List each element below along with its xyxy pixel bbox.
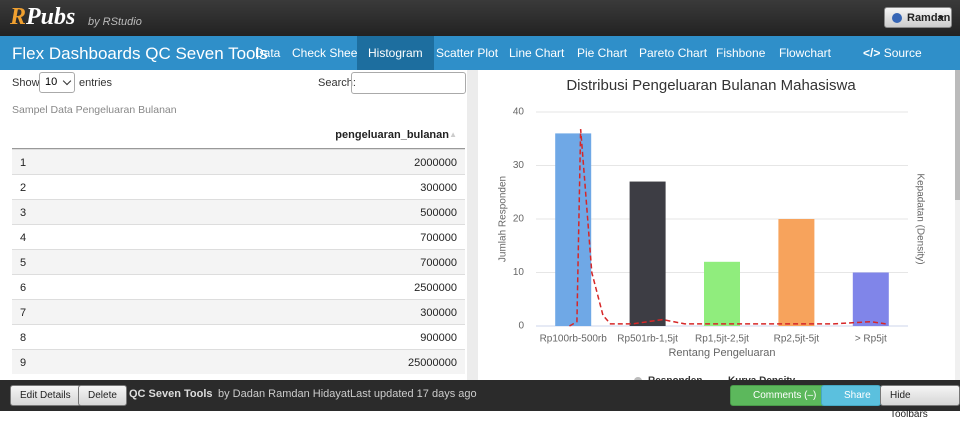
x-axis-label: Rentang Pengeluaran [668,347,775,359]
density-line [569,129,886,327]
x-tick-label: > Rp5jt [855,334,887,345]
row-id: 4 [20,232,27,244]
x-tick-label: Rp501rb-1,5jt [617,334,678,345]
row-value: 300000 [420,307,457,319]
edit-button[interactable]: Edit Details [10,385,81,406]
share-button[interactable]: Share [821,385,881,406]
bar [629,181,666,326]
y-tick-label: 0 [518,321,524,332]
source-code[interactable]: </> Source Code [852,36,960,94]
table-row: 3 500000 [12,199,465,224]
page: {"header":{"logo_r":"R","logo":"Pubs","b… [0,0,960,411]
row-value: 500000 [420,207,457,219]
table-row: 2 300000 [12,174,465,199]
row-value: 25000000 [408,357,457,369]
show-label: Show [12,77,40,89]
row-id: 9 [20,357,27,369]
column-name: pengeluaran_bulanan [335,129,449,141]
row-id: 5 [20,257,27,269]
logo[interactable]: RPubs [10,4,75,31]
x-tick-label: Rp1,5jt-2,5jt [695,334,749,345]
table-row: 8 900000 [12,324,465,349]
table-row: 6 2500000 [12,274,465,299]
hide-button[interactable]: Hide Toolbars [880,385,960,420]
table-row: 5 700000 [12,249,465,274]
search-label: Search: [318,77,356,89]
y2-axis-label: Kepadatan (Density) [914,173,925,264]
updated: Last updated 17 days ago [350,388,477,400]
length-select[interactable]: 10 [39,72,75,93]
row-id: 1 [20,157,27,169]
bar [555,133,592,326]
row-id: 7 [20,307,27,319]
sort-icon: ▲ [449,130,457,139]
row-value: 300000 [420,182,457,194]
search-input[interactable] [351,72,466,94]
by-rstudio: by RStudio [88,16,142,28]
row-value: 700000 [420,257,457,269]
row-value: 900000 [420,332,457,344]
legend-symbol [634,377,642,380]
table-row: 4 700000 [12,224,465,249]
x-tick-label: Rp2,5jt-5jt [774,334,820,345]
scrollbar [955,70,960,380]
y-tick-label: 40 [513,107,525,118]
row-id: 8 [20,332,27,344]
user-menu[interactable]: Ramdan [884,7,952,28]
y-axis-label: Jumlah Responden [498,176,509,262]
chart: Distribusi Pengeluaran Bulanan Mahasiswa… [478,70,955,380]
y-tick-label: 10 [513,267,525,278]
nav-item[interactable]: Line Chart [509,46,565,60]
table-caption: Sampel Data Pengeluaran Bulanan [12,104,177,116]
nav-item[interactable]: Pie Chart [577,46,628,60]
navbar: Flex Dashboards QC Seven Tools Data Check… [0,36,960,94]
nav-item[interactable]: Scatter Plot [436,46,499,60]
y-tick-label: 30 [513,160,525,171]
author: by Dadan Ramdan Hidayat [218,388,351,400]
scroll-thumb[interactable] [955,70,960,200]
bar [852,272,889,326]
bar [704,261,740,326]
logo-r: R [10,4,27,30]
logo-text: Pubs [26,4,76,30]
top-bar: RPubs by RStudio Ramdan [0,0,960,36]
doc-title: QC Seven Tools [129,388,213,400]
nav-item[interactable]: Flowchart [779,46,832,60]
chart-title: Distribusi Pengeluaran Bulanan Mahasiswa [566,77,856,94]
bar [778,219,815,326]
table-row: 1 2000000 [12,149,465,174]
brand[interactable]: Flex Dashboards QC Seven Tools [12,44,268,63]
row-value: 2500000 [414,282,457,294]
divider [467,70,478,380]
nav-item[interactable]: Histogram [357,36,434,70]
code-icon: </> [863,46,884,60]
legend-label: Kurva Density [728,376,796,380]
nav-item[interactable]: Data [255,46,281,60]
row-id: 6 [20,282,27,294]
table-row: 7 300000 [12,299,465,324]
column-header[interactable]: pengeluaran_bulanan ▲ [12,125,465,149]
entries-label: entries [79,77,113,89]
legend-label: Responden [648,376,702,380]
nav-item[interactable]: Pareto Chart [639,46,708,60]
footer: Edit Details Delete QC Seven Tools by Da… [0,380,960,420]
y-tick-label: 20 [513,214,525,225]
nav-item[interactable]: Fishbone [716,46,766,60]
row-value: 700000 [420,232,457,244]
row-value: 2000000 [414,157,457,169]
delete-button[interactable]: Delete [78,385,127,406]
chart-panel: Distribusi Pengeluaran Bulanan Mahasiswa… [478,70,955,380]
row-id: 3 [20,207,27,219]
x-tick-label: Rp100rb-500rb [540,334,608,345]
row-id: 2 [20,182,27,194]
comments-button[interactable]: Comments (–) [730,385,827,406]
table-row: 9 25000000 [12,349,465,374]
nav-item[interactable]: Check Sheet [292,46,361,60]
